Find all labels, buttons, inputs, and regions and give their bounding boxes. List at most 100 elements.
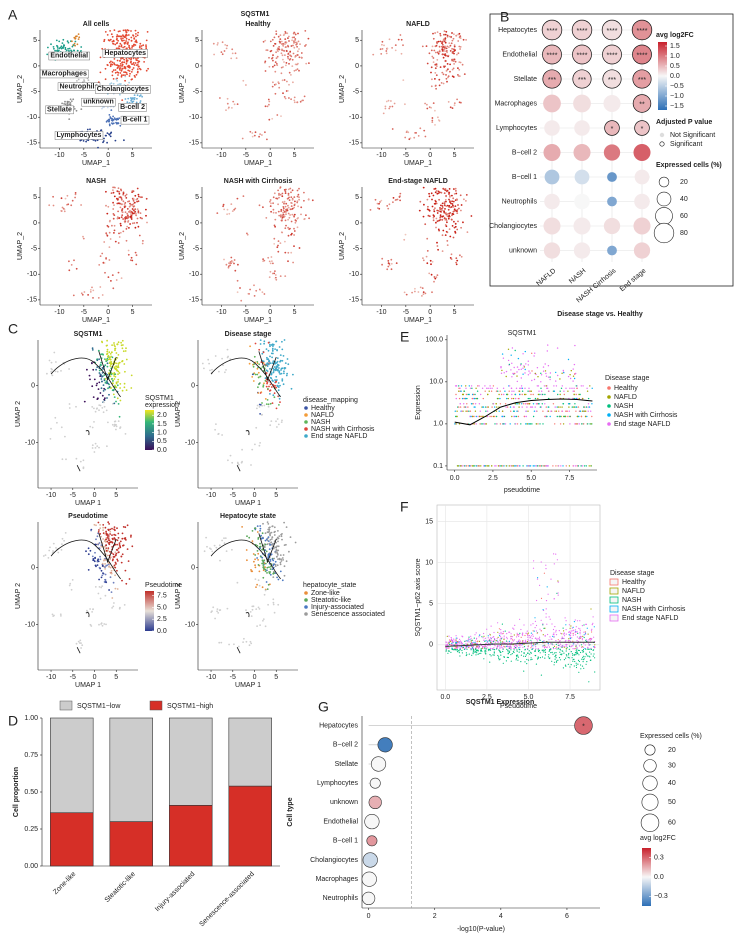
cell-dot	[226, 97, 229, 100]
cell-dot	[458, 207, 460, 210]
cell-dot	[521, 406, 523, 408]
cell-dot	[422, 215, 425, 218]
significance-label: ****	[577, 52, 588, 59]
cell-dot	[76, 49, 79, 52]
cell-dot	[205, 536, 208, 539]
cell-dot	[117, 551, 120, 554]
cell-dot	[547, 344, 549, 346]
cell-dot	[414, 290, 416, 293]
cell-dot	[269, 571, 272, 573]
cell-dot	[283, 565, 286, 568]
cell-dot	[555, 634, 558, 636]
cell-dot	[523, 655, 525, 657]
cell-dot	[258, 383, 260, 386]
cell-dot	[87, 553, 90, 556]
cell-dot	[125, 71, 128, 74]
dot	[603, 94, 621, 113]
cell-dot	[129, 202, 131, 205]
dot	[543, 94, 561, 113]
cell-dot	[121, 532, 124, 535]
cell-dot	[236, 279, 239, 282]
colorbar-label: 1.5	[670, 43, 680, 50]
cell-dot	[282, 554, 285, 556]
y-tick-label: 0	[31, 564, 35, 571]
y-tick-label: 10.0	[429, 379, 443, 386]
cell-dot	[287, 251, 290, 254]
dot	[572, 69, 592, 89]
cell-dot	[519, 632, 521, 635]
cell-dot	[444, 39, 447, 42]
cell-dot	[453, 649, 455, 651]
cell-dot	[513, 645, 516, 648]
cell-dot	[504, 423, 507, 425]
cell-dot	[589, 644, 591, 646]
cell-dot	[104, 559, 107, 561]
dot	[572, 44, 592, 65]
cell-dot	[451, 107, 454, 109]
cell-dot	[114, 384, 116, 387]
cell-dot	[231, 48, 234, 51]
cell-dot	[405, 131, 408, 134]
cell-dot	[91, 286, 93, 289]
cell-dot	[453, 208, 456, 211]
cell-dot	[553, 652, 556, 654]
cell-dot	[130, 58, 132, 61]
cell-dot	[475, 638, 478, 640]
cell-dot	[279, 554, 282, 556]
cell-dot	[263, 382, 265, 385]
cell-dot	[308, 62, 310, 64]
cell-dot	[120, 58, 122, 60]
cell-dot	[111, 40, 114, 43]
cell-dot	[98, 358, 100, 361]
cell-dot	[293, 46, 296, 49]
cell-dot	[576, 397, 578, 400]
cell-dot	[562, 465, 564, 467]
cell-dot	[54, 370, 57, 373]
cell-dot	[544, 415, 546, 418]
cell-dot	[97, 521, 100, 524]
cell-dot	[110, 280, 112, 282]
cell-dot	[61, 458, 64, 461]
cell-dot	[271, 536, 274, 539]
cell-dot	[229, 264, 232, 267]
cell-dot	[106, 224, 109, 227]
cell-dot	[566, 647, 568, 649]
cell-dot	[531, 635, 533, 637]
cell-dot	[498, 659, 500, 661]
cell-dot	[400, 52, 403, 55]
cell-dot	[117, 370, 120, 373]
cell-dot	[258, 403, 261, 406]
cell-dot	[83, 80, 86, 82]
cell-dot	[279, 275, 282, 277]
cell-dot	[283, 96, 286, 98]
cell-dot	[117, 420, 120, 422]
cell-dot	[493, 647, 495, 649]
cell-dot	[119, 546, 122, 549]
cell-dot	[553, 563, 555, 565]
cell-dot	[537, 376, 539, 378]
cell-dot	[546, 586, 548, 588]
cell-dot	[61, 543, 63, 545]
cell-dot	[61, 102, 63, 105]
y-tick-label: -5	[193, 88, 199, 95]
cell-dot	[583, 634, 585, 636]
cell-dot	[499, 403, 502, 405]
cell-dot	[108, 543, 111, 546]
cell-dot	[453, 45, 456, 48]
cell-dot	[103, 40, 105, 43]
cell-dot	[218, 370, 220, 373]
cell-dot	[112, 553, 115, 556]
cell-dot	[216, 43, 219, 46]
cell-dot	[117, 271, 120, 274]
cell-dot	[112, 581, 115, 584]
cell-dot	[257, 606, 260, 609]
cell-dot	[476, 397, 479, 400]
cell-dot	[430, 263, 432, 266]
cell-dot	[507, 397, 509, 400]
cell-dot	[122, 74, 125, 76]
cell-dot	[565, 650, 567, 652]
cell-dot	[552, 647, 555, 649]
cell-dot	[100, 378, 103, 380]
cell-dot	[236, 197, 239, 200]
cell-dot	[434, 72, 437, 74]
